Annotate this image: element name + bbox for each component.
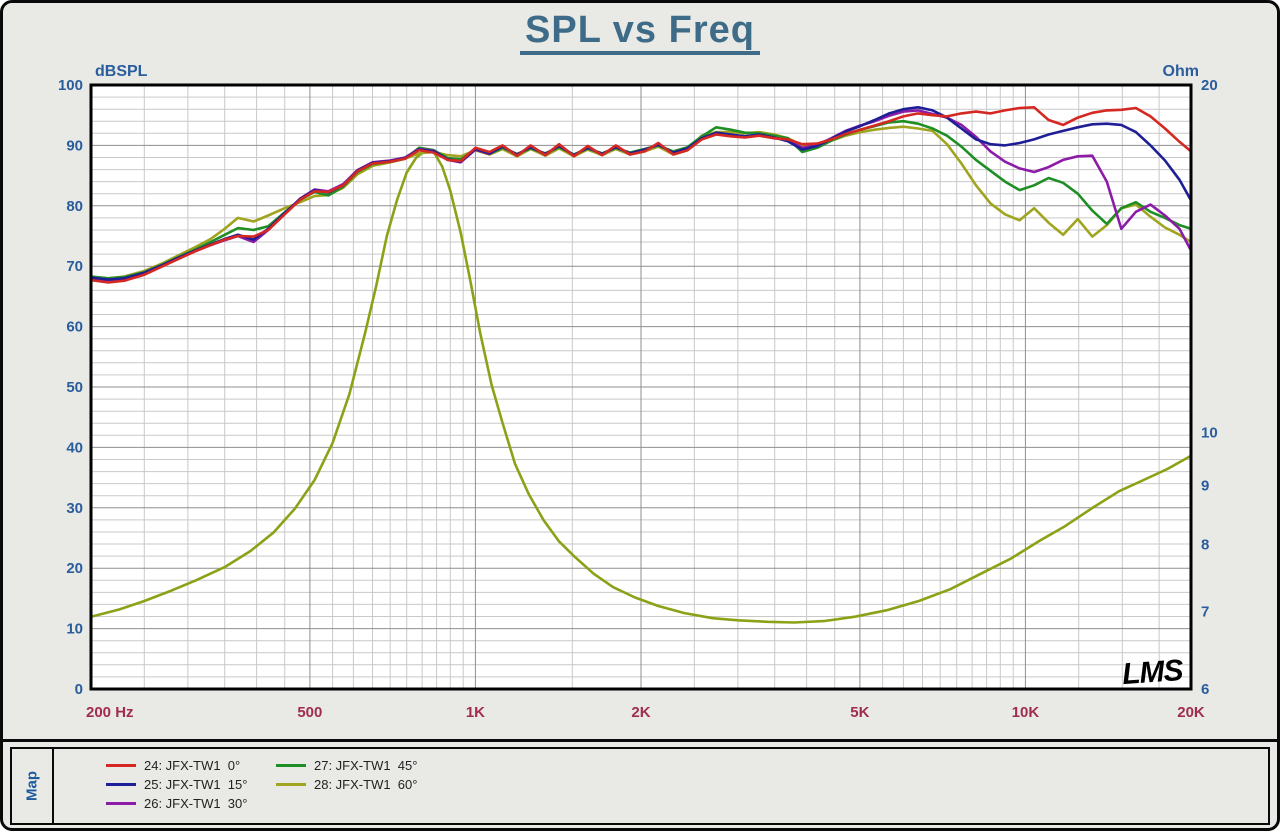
map-tab-label: Map: [23, 771, 41, 801]
left-axis-unit-label: dBSPL: [95, 63, 148, 80]
legend-items: 24: JFX-TW1 0° 25: JFX-TW1 15° 26: JFX-TW1…: [54, 749, 1268, 823]
legend-label: 24: JFX-TW1 0°: [144, 758, 241, 773]
y-right-tick-label: 10: [1201, 425, 1218, 442]
legend-label: 26: JFX-TW1 30°: [144, 796, 248, 811]
curve-24-jfx-tw1-0: [89, 106, 1193, 284]
legend-swatch: [106, 764, 136, 767]
y-left-tick-label: 0: [75, 681, 83, 698]
y-right-tick-label: 20: [1201, 77, 1218, 94]
legend-swatch: [106, 783, 136, 786]
y-left-tick-label: 10: [66, 621, 83, 638]
legend-swatch: [106, 802, 136, 805]
x-tick-label: 200 Hz: [86, 704, 134, 721]
x-tick-label: 2K: [631, 704, 650, 721]
y-right-tick-label: 8: [1201, 537, 1209, 554]
y-left-tick-label: 30: [66, 500, 83, 517]
y-left-tick-label: 40: [66, 439, 83, 456]
y-left-tick-label: 90: [66, 137, 83, 154]
x-tick-label: 1K: [466, 704, 485, 721]
legend-item[interactable]: 27: JFX-TW1 45°: [276, 758, 417, 773]
legend-swatch: [276, 783, 306, 786]
spl-vs-freq-plot: dBSPL Ohm10090807060504030201002010987620…: [58, 63, 1218, 721]
y-left-tick-label: 60: [66, 319, 83, 336]
y-right-tick-label: 6: [1201, 681, 1209, 698]
map-tab[interactable]: Map: [12, 749, 54, 823]
y-left-tick-label: 80: [66, 198, 83, 215]
y-left-tick-label: 100: [58, 77, 83, 94]
legend-item[interactable]: 26: JFX-TW1 30°: [106, 796, 247, 811]
x-tick-label: 20K: [1177, 704, 1205, 721]
x-tick-label: 10K: [1012, 704, 1040, 721]
legend-label: 25: JFX-TW1 15°: [144, 777, 248, 792]
x-tick-label: 5K: [850, 704, 869, 721]
legend-label: 28: JFX-TW1 60°: [314, 777, 418, 792]
page-title: SPL vs Freq: [3, 9, 1277, 55]
x-tick-label: 500: [297, 704, 322, 721]
right-axis-unit-label: Ohm: [1163, 63, 1199, 80]
plot-frame: [89, 83, 1193, 691]
lms-logo: LMS: [1121, 654, 1184, 691]
legend-box: Map 24: JFX-TW1 0° 25: JFX-TW1 15° 26: JFX…: [10, 747, 1270, 825]
legend-area: Map 24: JFX-TW1 0° 25: JFX-TW1 15° 26: JFX…: [3, 742, 1277, 828]
page-title-text: SPL vs Freq: [520, 9, 760, 55]
curve-impedance: [89, 149, 1193, 624]
y-right-tick-label: 9: [1201, 478, 1209, 495]
chart-area: SPL vs Freq dBSPL Ohm 100 90 80 70 60 50 40 30 20 1…: [3, 3, 1277, 742]
y-right-tick-label: 7: [1201, 604, 1209, 621]
legend-item[interactable]: 24: JFX-TW1 0°: [106, 758, 240, 773]
legend-swatch: [276, 764, 306, 767]
y-left-tick-label: 70: [66, 258, 83, 275]
y-left-tick-label: 20: [66, 560, 83, 577]
y-left-tick-label: 50: [66, 379, 83, 396]
legend-item[interactable]: 25: JFX-TW1 15°: [106, 777, 247, 792]
legend-item[interactable]: 28: JFX-TW1 60°: [276, 777, 417, 792]
legend-label: 27: JFX-TW1 45°: [314, 758, 418, 773]
